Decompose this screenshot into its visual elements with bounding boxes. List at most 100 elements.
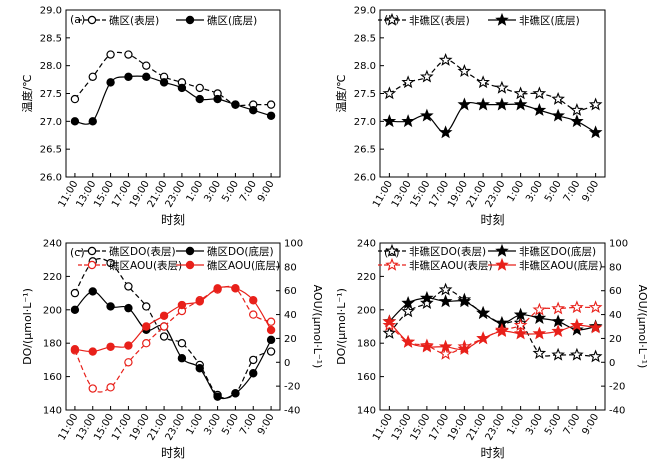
x-axis-label: 时刻: [161, 213, 185, 227]
legend-marker: [185, 260, 195, 270]
data-point: [495, 80, 509, 94]
y2-tick-label: 20: [609, 334, 622, 345]
data-point: [231, 389, 240, 398]
legend-entry: 礁区AOU(底层): [176, 259, 280, 272]
data-point: [124, 358, 133, 367]
y2-tick-label: 100: [284, 239, 303, 250]
legend-label: 非礁区DO(底层): [519, 245, 596, 258]
data-point: [532, 103, 547, 116]
data-point: [588, 125, 603, 139]
x-tick-label: 1:00: [185, 179, 206, 204]
series-group: [382, 52, 603, 116]
x-tick-label: 1:00: [505, 412, 526, 437]
legend-label: 礁区AOU(底层): [207, 259, 280, 272]
legend-marker: [495, 257, 509, 271]
data-point: [588, 349, 603, 363]
series-line: [74, 285, 272, 393]
data-point: [588, 97, 603, 111]
x-axis-label: 时刻: [161, 446, 185, 460]
data-point: [532, 86, 547, 100]
data-point: [266, 335, 276, 345]
y2-tick-label: 80: [284, 262, 297, 273]
data-point: [142, 302, 151, 311]
data-point: [476, 331, 490, 345]
series-group: [70, 287, 276, 401]
y2-tick-label: 40: [609, 310, 622, 321]
data-point: [159, 311, 169, 320]
y-tick-label: 29.0: [40, 6, 62, 17]
legend-marker: [87, 15, 97, 25]
data-point: [88, 117, 97, 126]
series-line: [388, 321, 596, 351]
data-point: [266, 347, 276, 356]
data-point: [142, 61, 151, 70]
data-point: [159, 322, 169, 331]
y-axis-label: 温度/℃: [334, 74, 348, 112]
legend-label: 礁区DO(表层): [109, 245, 176, 258]
y-tick-label: 26.0: [40, 173, 62, 184]
data-point: [570, 114, 584, 128]
data-point: [513, 307, 528, 321]
data-point: [70, 344, 80, 354]
data-point: [124, 50, 133, 59]
data-point: [195, 83, 204, 93]
data-point: [231, 100, 240, 109]
x-tick-label: 23:00: [484, 412, 508, 442]
data-point: [231, 284, 240, 293]
y2-axis-label: AOU/(μmol·L⁻¹): [636, 285, 649, 369]
y2-tick-label: -20: [609, 382, 625, 393]
x-tick-label: 9:00: [256, 179, 277, 204]
x-tick-label: 7:00: [562, 179, 583, 204]
data-point: [88, 72, 97, 82]
data-point: [88, 347, 97, 356]
x-axis-label: 时刻: [480, 213, 504, 227]
y2-tick-label: 80: [609, 262, 622, 273]
series-line: [388, 306, 596, 355]
data-point: [382, 86, 397, 100]
data-point: [142, 72, 151, 82]
data-point: [532, 326, 547, 340]
y-tick-label: 220: [357, 272, 376, 283]
legend-entry: 非礁区(底层): [488, 12, 580, 27]
data-point: [249, 369, 258, 378]
series-group: [70, 72, 276, 126]
data-point: [382, 314, 397, 328]
series-group: [382, 282, 603, 363]
data-point: [513, 86, 528, 100]
data-point: [457, 97, 472, 111]
y2-tick-label: 20: [284, 334, 297, 345]
x-tick-label: 7:00: [238, 179, 259, 204]
y2-tick-label: 0: [609, 358, 615, 369]
data-point: [124, 303, 133, 313]
data-point: [88, 287, 97, 296]
data-point: [266, 111, 276, 120]
chart-panel: 11:0013:0015:0017:0019:0021:0023:001:003…: [335, 239, 649, 461]
data-point: [513, 326, 528, 340]
data-point: [532, 310, 547, 324]
x-tick-label: 3:00: [524, 412, 545, 437]
data-point: [249, 355, 258, 365]
y-tick-label: 26.0: [354, 173, 376, 184]
plot-frame: [379, 9, 606, 178]
data-point: [438, 125, 453, 139]
data-point: [476, 305, 490, 319]
legend-marker: [495, 12, 509, 26]
x-tick-label: 9:00: [580, 179, 601, 204]
legend-entry: 礁区(底层): [176, 14, 257, 27]
legend-marker: [185, 15, 195, 25]
data-point: [476, 75, 490, 89]
x-tick-label: 5:00: [543, 179, 564, 204]
series-line: [74, 290, 272, 400]
series-group: [70, 257, 276, 400]
y-tick-label: 200: [43, 305, 62, 316]
data-point: [213, 392, 222, 401]
data-point: [124, 282, 133, 291]
y-tick-label: 160: [43, 372, 62, 383]
series-line: [74, 51, 272, 107]
y-tick-label: 29.0: [354, 6, 376, 17]
data-point: [88, 384, 97, 393]
data-point: [70, 305, 80, 314]
data-point: [195, 297, 204, 306]
data-point: [106, 258, 115, 268]
